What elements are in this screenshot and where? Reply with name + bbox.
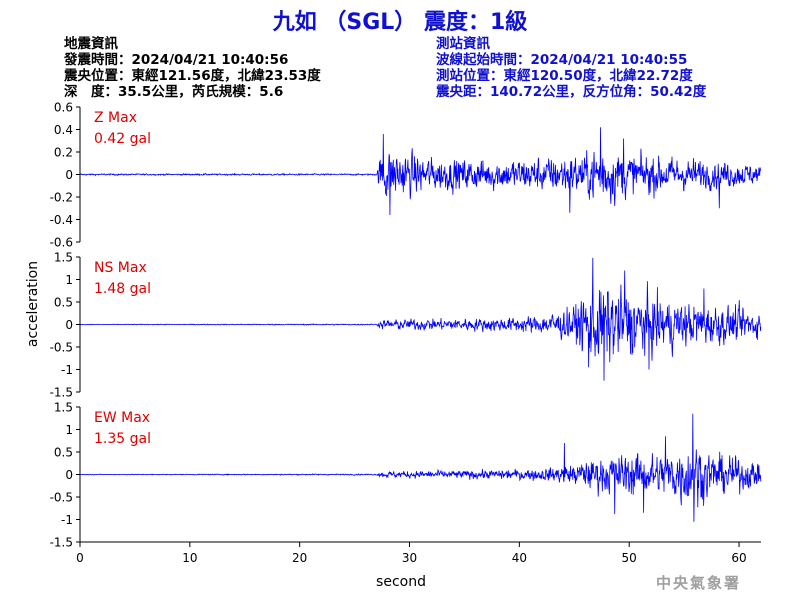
max-value-ns: 1.48 gal [94, 281, 151, 297]
y-tick-label: 0 [65, 318, 73, 332]
y-tick-label: 0.5 [54, 446, 73, 460]
x-tick-label: 40 [512, 551, 527, 565]
panel-ns: -1.5 -1 -0.5 0 0.5 1 1.5 NS Max 1.48 gal [50, 251, 762, 400]
waveform-z [80, 127, 761, 216]
y-tick-label: -0.5 [50, 491, 73, 505]
y-tick-label: -0.6 [50, 236, 73, 250]
max-value-z: 0.42 gal [94, 131, 151, 147]
epicenter-location: 震央位置：東經121.56度，北緯23.53度 [64, 68, 321, 84]
max-value-ew: 1.35 gal [94, 431, 151, 447]
y-tick-label: -1.5 [50, 386, 73, 400]
y-tick-label: -0.2 [50, 191, 73, 205]
waveform-ns [79, 257, 762, 381]
agency-label: 中央氣象署 [656, 574, 742, 592]
station-info-heading: 測站資訊 [436, 36, 490, 52]
distance-azimuth: 震央距：140.72公里，反方位角：50.42度 [436, 84, 707, 100]
x-tick-label: 60 [731, 551, 746, 565]
x-tick-label: 20 [292, 551, 307, 565]
panel-ew: -1.5 -1 -0.5 0 0.5 1 1.5 EW Max 1.35 gal [50, 401, 762, 550]
y-axis-label: acceleration [25, 261, 41, 347]
y-tick-label: 0.2 [54, 146, 73, 160]
depth-magnitude: 深 度：35.5公里，芮氏規模：5.6 [64, 84, 284, 100]
y-tick-label: 1.5 [54, 401, 73, 415]
y-tick-label: -1.5 [50, 536, 73, 550]
y-tick-label: 0 [65, 468, 73, 482]
y-tick-label: 1.5 [54, 251, 73, 265]
y-tick-label: -1 [61, 363, 73, 377]
x-tick-label: 0 [76, 551, 84, 565]
y-tick-label: -0.5 [50, 341, 73, 355]
y-tick-label: -1 [61, 513, 73, 527]
x-tick-label: 50 [622, 551, 637, 565]
event-info-heading: 地震資訊 [64, 36, 118, 52]
panel-z: -0.6 -0.4 -0.2 0 0.2 0.4 0.6 Z Max 0.42 gal [50, 101, 761, 250]
y-tick-label: 1 [65, 423, 73, 437]
y-tick-label: 0.5 [54, 296, 73, 310]
station-location: 測站位置：東經120.50度，北緯22.72度 [436, 68, 693, 84]
max-label-z: Z Max [94, 110, 137, 126]
y-tick-label: -0.4 [50, 213, 73, 227]
x-tick-label: 10 [182, 551, 197, 565]
x-axis-label: second [376, 574, 426, 590]
y-tick-label: 0.6 [54, 101, 73, 115]
x-tick-label: 30 [402, 551, 417, 565]
max-label-ns: NS Max [94, 260, 147, 276]
station-info-block: 測站資訊 波線起始時間：2024/04/21 10:40:55 測站位置：東經1… [436, 36, 706, 100]
y-tick-label: 1 [65, 273, 73, 287]
y-tick-label: 0 [65, 168, 73, 182]
origin-time: 發震時間：2024/04/21 10:40:56 [64, 52, 289, 68]
max-label-ew: EW Max [94, 410, 150, 426]
arrival-time: 波線起始時間：2024/04/21 10:40:55 [436, 52, 688, 68]
event-info-block: 地震資訊 發震時間：2024/04/21 10:40:56 震央位置：東經121… [64, 36, 321, 100]
y-tick-label: 0.4 [54, 123, 73, 137]
page-title: 九如 （SGL） 震度：1級 [272, 10, 528, 35]
waveform-ew [79, 413, 762, 522]
